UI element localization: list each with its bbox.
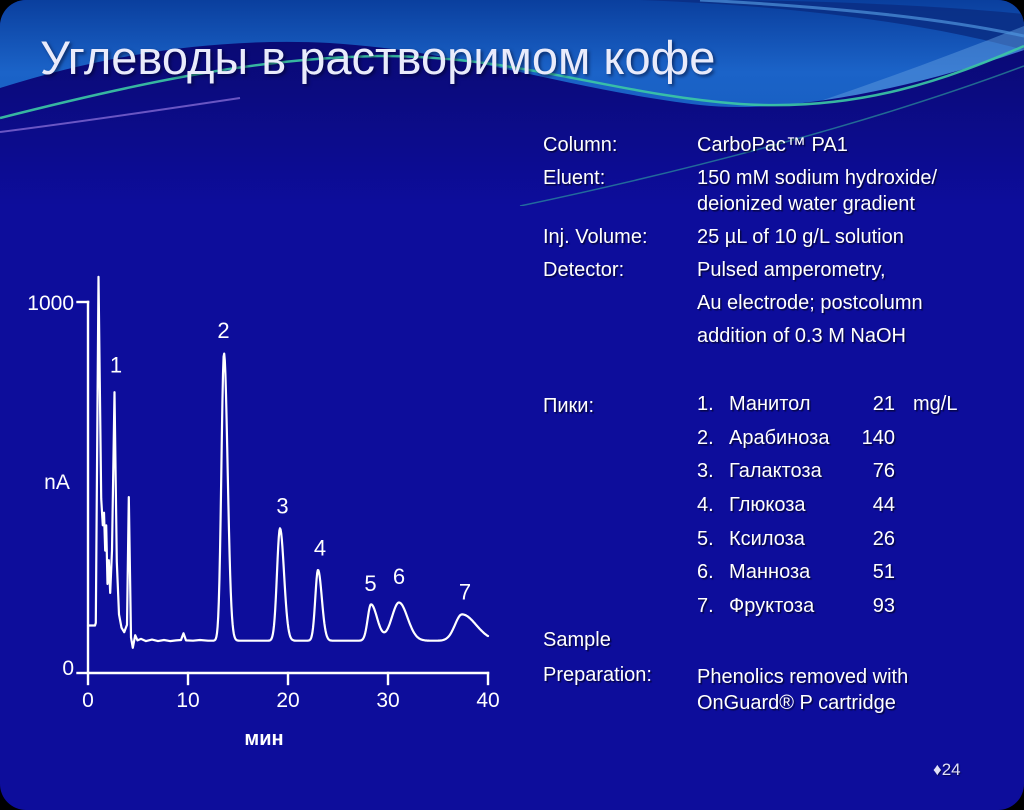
sample-label-line1: Sample	[543, 629, 611, 651]
chromatogram-trace	[86, 275, 490, 649]
x-axis-label: мин	[244, 728, 283, 750]
peak-number-label: 4	[314, 536, 326, 561]
peak-number-label: 2	[217, 318, 229, 343]
dark-wave	[0, 41, 1024, 206]
peak-concentration: 140	[861, 426, 895, 449]
method-row: Au electrode; postcolumn	[543, 292, 1013, 325]
peak-number: 7.	[697, 595, 714, 618]
method-row: Column: CarboPac™ PA1	[543, 134, 1013, 167]
method-label: Detector:	[543, 259, 625, 281]
peak-number: 2.	[697, 426, 714, 449]
method-row: addition of 0.3 M NaOH	[543, 325, 1013, 358]
peaks-list: 1. Манитол 21 mg/L 2. Арабиноза 140 3. Галактоза…	[697, 393, 957, 629]
method-value: Pulsed amperometry,	[697, 259, 886, 281]
x-tick-label: 20	[276, 689, 299, 712]
dark-arc-top-right	[640, 0, 1024, 50]
peak-concentration: 26	[872, 527, 895, 550]
slide-number-value: 24	[941, 760, 961, 779]
x-tick-label: 10	[176, 689, 199, 712]
peaks-list-label: Пики:	[543, 395, 595, 417]
method-value: addition of 0.3 M NaOH	[697, 325, 906, 347]
peak-concentration: 51	[872, 561, 895, 584]
method-row: Inj. Volume: 25 µL of 10 g/L solution	[543, 226, 1013, 259]
peak-number: 3.	[697, 460, 714, 483]
method-value: Au electrode; postcolumn	[697, 292, 923, 314]
method-row: deionized water gradient	[543, 193, 1013, 226]
slide-title: Углеводы в растворимом кофе	[40, 31, 716, 84]
method-conditions-table: Column: CarboPac™ PA1 Eluent: 150 mM sodium…	[543, 134, 1013, 358]
purple-accent-curve	[0, 97, 241, 133]
y-tick-label: 1000	[27, 292, 74, 315]
peak-name: Манноза	[729, 561, 811, 584]
blue-accent-curve	[699, 0, 1024, 38]
method-row: Eluent: 150 mM sodium hydroxide/	[543, 167, 1013, 200]
peak-concentration: 76	[872, 460, 895, 483]
method-value: 25 µL of 10 g/L solution	[697, 226, 904, 248]
chromatogram-chart: 1000 00 10 20 30 40 nA мин 1 2 3 4 5 6 7	[27, 275, 500, 750]
sample-label-line2: Preparation:	[543, 664, 652, 686]
teal-accent-curve-2	[519, 65, 1024, 206]
method-label: Inj. Volume:	[543, 226, 648, 248]
method-label: Column:	[543, 134, 618, 156]
peak-concentration: 21	[872, 393, 895, 415]
y-axis-label: nA	[44, 471, 70, 494]
method-value: deionized water gradient	[697, 193, 915, 215]
peak-name: Арабиноза	[729, 426, 830, 449]
peak-name: Галактоза	[729, 460, 822, 483]
peak-row: 4. Глюкоза 44	[697, 494, 957, 528]
peak-row: 2. Арабиноза 140	[697, 427, 957, 461]
peak-number-label: 7	[459, 579, 471, 604]
peak-concentration: 44	[872, 494, 895, 517]
peak-row: 7. Фруктоза 93	[697, 595, 957, 629]
x-tick-label: 40	[476, 689, 499, 712]
method-label: Eluent:	[543, 167, 606, 189]
peak-unit: mg/L	[913, 393, 958, 415]
peak-row: 6. Манноза 51	[697, 561, 957, 595]
peak-name: Глюкоза	[729, 494, 806, 517]
sample-value-line: OnGuard® P cartridge	[697, 692, 896, 714]
peak-number: 4.	[697, 494, 714, 517]
diamond-icon: ♦	[933, 760, 942, 779]
method-value: CarboPac™ PA1	[697, 134, 848, 156]
header-swoosh-decoration	[0, 0, 1024, 206]
peak-row: 3. Галактоза 76	[697, 460, 957, 494]
x-tick-label: 0	[82, 689, 94, 712]
y-tick-label: 0	[62, 657, 74, 680]
teal-accent-curve	[0, 44, 1024, 120]
peak-row: 1. Манитол 21 mg/L	[697, 393, 957, 427]
peak-name: Фруктоза	[729, 595, 815, 618]
peak-number: 1.	[697, 393, 714, 415]
peak-number-label: 5	[364, 571, 376, 596]
sample-preparation-value: Phenolics removed with OnGuard® P cartri…	[697, 664, 908, 716]
sample-value-line: Phenolics removed with	[697, 666, 909, 688]
peak-number: 6.	[697, 561, 714, 584]
peak-concentration: 93	[872, 595, 895, 618]
method-value: 150 mM sodium hydroxide/	[697, 167, 938, 189]
x-tick-label: 30	[376, 689, 399, 712]
peak-name: Ксилоза	[729, 527, 805, 550]
peak-number-label: 6	[393, 564, 405, 589]
method-row: Detector: Pulsed amperometry,	[543, 259, 1013, 292]
peak-name: Манитол	[729, 393, 811, 415]
slide-number: ♦24	[933, 760, 961, 780]
peak-number-label: 3	[276, 493, 288, 518]
peak-number: 5.	[697, 527, 714, 550]
peak-row: 5. Ксилоза 26	[697, 528, 957, 562]
peak-number-label: 1	[110, 352, 122, 377]
